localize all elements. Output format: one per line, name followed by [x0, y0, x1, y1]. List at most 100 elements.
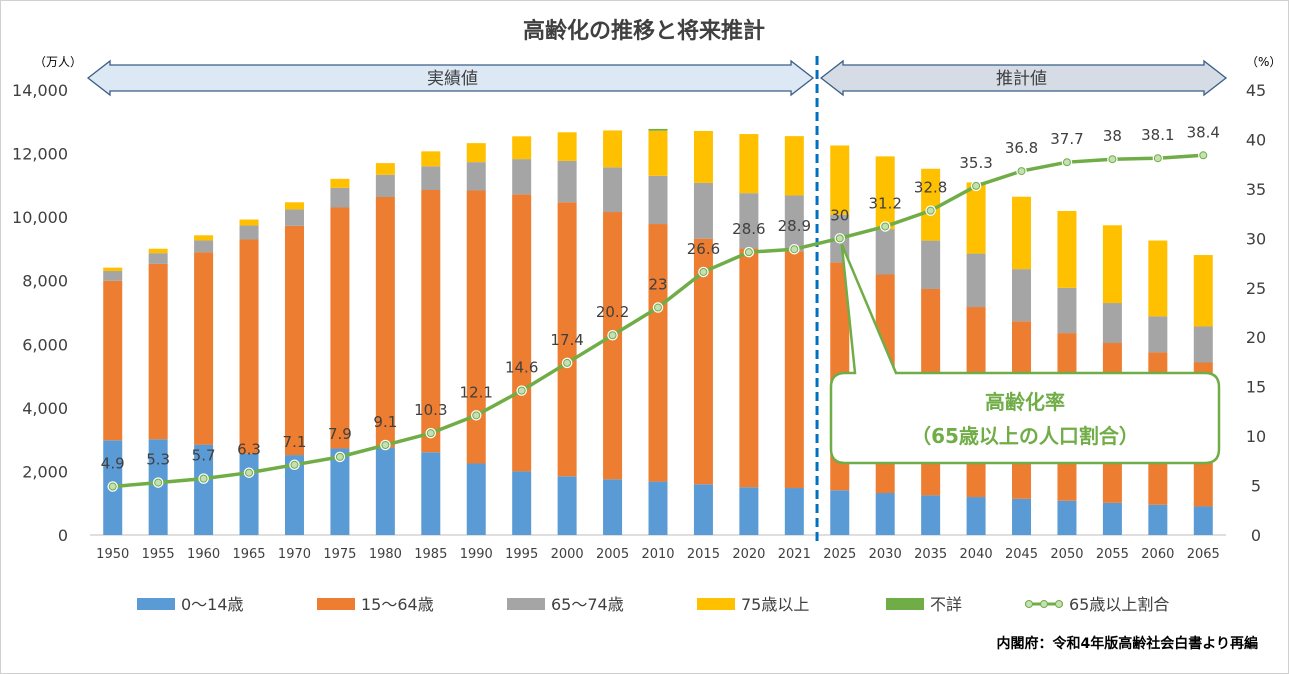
ratio-point-core	[1153, 154, 1162, 163]
y-right-tick-label: 35	[1246, 180, 1266, 199]
ratio-point-core	[835, 234, 844, 243]
ratio-point-core	[381, 441, 390, 450]
bar-segment	[921, 168, 941, 241]
bar-segment	[1193, 506, 1213, 535]
bar-segment	[1193, 255, 1213, 327]
ratio-data-label: 7.9	[328, 425, 352, 443]
bar-segment	[239, 239, 259, 454]
y-right-tick-label: 45	[1246, 81, 1266, 100]
bar-segment	[330, 187, 350, 208]
bar-segment	[875, 493, 895, 535]
x-tick-label: 2055	[1096, 547, 1129, 562]
legend-swatch	[507, 598, 545, 610]
bar-segment	[194, 235, 214, 241]
ratio-point-core	[245, 468, 254, 477]
right-axis-unit: （%）	[1246, 55, 1281, 69]
legend-label: 15～64歳	[361, 595, 434, 614]
y-left-tick-label: 8,000	[22, 272, 68, 291]
ratio-point-core	[290, 460, 299, 469]
bar-segment	[239, 453, 259, 535]
ratio-data-label: 36.8	[1005, 139, 1038, 157]
ratio-point-core	[472, 411, 481, 420]
ratio-data-label: 14.6	[505, 359, 538, 377]
ratio-data-label: 26.6	[687, 240, 720, 258]
bar-segment	[148, 263, 168, 440]
bar-segment	[966, 182, 986, 254]
x-tick-label: 2030	[869, 547, 902, 562]
ratio-data-label: 4.9	[101, 455, 125, 473]
bar-segment	[1148, 504, 1168, 535]
bar-segment	[103, 280, 123, 441]
bar-segment	[194, 240, 214, 253]
ratio-point-core	[199, 474, 208, 483]
bar-segment	[557, 202, 577, 477]
y-right-tick-label: 15	[1246, 378, 1266, 397]
ratio-point-core	[881, 222, 890, 231]
x-tick-label: 1980	[369, 547, 402, 562]
bar-segment	[466, 162, 486, 191]
ratio-point-core	[426, 429, 435, 438]
ratio-data-label: 38	[1103, 127, 1122, 145]
bar-segment	[148, 248, 168, 254]
bar-segment	[648, 128, 668, 131]
ratio-data-label: 30	[830, 206, 849, 224]
bar-segment	[557, 132, 577, 161]
x-tick-label: 2005	[596, 547, 629, 562]
y-right-tick-label: 30	[1246, 229, 1266, 248]
bar-segment	[330, 207, 350, 449]
ratio-data-label: 10.3	[414, 401, 447, 419]
bar-segment	[466, 463, 486, 535]
ratio-point-core	[926, 206, 935, 215]
legend-line-marker	[1040, 600, 1048, 608]
ratio-data-label: 38.1	[1141, 126, 1174, 144]
ratio-data-label: 28.9	[778, 217, 811, 235]
x-tick-label: 2035	[914, 547, 947, 562]
x-tick-label: 2065	[1187, 547, 1220, 562]
callout-title: 高齢化率	[985, 390, 1065, 414]
ratio-point-core	[1062, 158, 1071, 167]
bar-segment	[512, 194, 532, 472]
bar-segment	[421, 166, 441, 190]
ratio-data-label: 5.3	[146, 451, 170, 469]
y-right-tick-label: 0	[1251, 526, 1261, 545]
ratio-point-core	[563, 358, 572, 367]
bar-segment	[921, 495, 941, 535]
callout-box	[829, 243, 1221, 465]
bar-segment	[693, 182, 713, 239]
left-axis-unit: （万人）	[34, 55, 82, 69]
bar-segment	[512, 159, 532, 195]
y-left-tick-label: 4,000	[22, 399, 68, 418]
bar-segment	[921, 240, 941, 289]
ratio-data-label: 28.6	[732, 220, 765, 238]
bar-segment	[239, 219, 259, 226]
bar-segment	[330, 178, 350, 188]
ratio-data-label: 38.4	[1187, 123, 1220, 141]
bar-segment	[603, 130, 623, 168]
x-tick-label: 1995	[505, 547, 538, 562]
bar-segment	[739, 487, 759, 535]
x-tick-label: 1975	[323, 547, 356, 562]
x-tick-label: 1985	[414, 547, 447, 562]
bar-segment	[1012, 498, 1032, 535]
bar-segment	[648, 481, 668, 535]
bar-segment	[284, 209, 304, 226]
ratio-data-label: 23	[648, 276, 667, 294]
bar-segment	[148, 253, 168, 264]
bar-segment	[284, 202, 304, 210]
bar-segment	[966, 497, 986, 535]
x-tick-label: 2000	[551, 547, 584, 562]
bar-segment	[512, 471, 532, 535]
bar-segment	[239, 225, 259, 240]
legend-line-marker	[1055, 600, 1063, 608]
bar-segment	[875, 156, 895, 230]
x-tick-label: 2050	[1050, 547, 1083, 562]
bar-segment	[284, 455, 304, 535]
ratio-data-label: 17.4	[550, 331, 583, 349]
x-tick-label: 2040	[960, 547, 993, 562]
bar-segment	[830, 490, 850, 535]
x-tick-label: 2025	[823, 547, 856, 562]
bar-segment	[1012, 269, 1032, 322]
x-tick-label: 2021	[778, 547, 811, 562]
y-right-tick-label: 40	[1246, 130, 1266, 149]
